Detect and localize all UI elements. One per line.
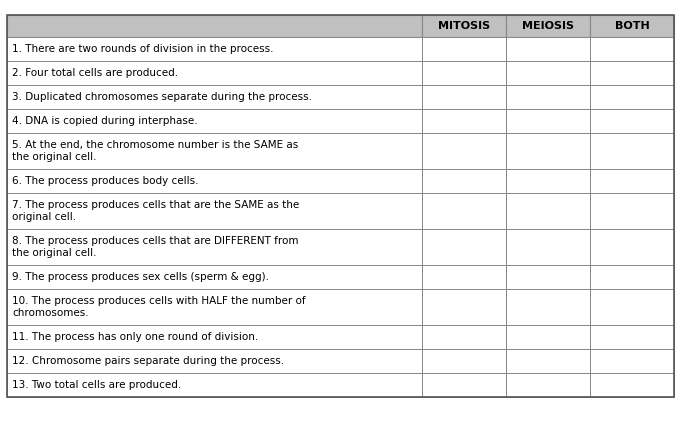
Bar <box>590 265 674 289</box>
Text: 1. There are two rounds of division in the process.: 1. There are two rounds of division in t… <box>12 44 274 54</box>
Bar <box>422 37 506 61</box>
Text: MEIOSIS: MEIOSIS <box>522 21 574 31</box>
Bar <box>7 349 422 373</box>
Bar <box>422 61 506 85</box>
Bar <box>590 37 674 61</box>
Text: 5. At the end, the chromosome number is the SAME as
the original cell.: 5. At the end, the chromosome number is … <box>12 140 298 162</box>
Bar <box>422 289 506 325</box>
Bar <box>506 109 590 133</box>
Bar <box>506 373 590 397</box>
Bar <box>590 229 674 265</box>
Bar <box>422 373 506 397</box>
Bar <box>422 325 506 349</box>
Bar <box>590 325 674 349</box>
Bar <box>7 109 422 133</box>
Text: 4. DNA is copied during interphase.: 4. DNA is copied during interphase. <box>12 116 197 126</box>
Bar <box>506 193 590 229</box>
Bar <box>506 61 590 85</box>
Text: 8. The process produces cells that are DIFFERENT from
the original cell.: 8. The process produces cells that are D… <box>12 236 298 258</box>
Bar <box>7 37 422 61</box>
Bar <box>7 15 674 397</box>
Text: 7. The process produces cells that are the SAME as the
original cell.: 7. The process produces cells that are t… <box>12 200 300 222</box>
Bar <box>506 85 590 109</box>
Bar <box>506 289 590 325</box>
Text: 3. Duplicated chromosomes separate during the process.: 3. Duplicated chromosomes separate durin… <box>12 92 312 102</box>
Bar <box>590 193 674 229</box>
Bar <box>590 15 674 37</box>
Bar <box>422 193 506 229</box>
Bar <box>590 61 674 85</box>
Text: 12. Chromosome pairs separate during the process.: 12. Chromosome pairs separate during the… <box>12 356 284 366</box>
Bar <box>590 133 674 169</box>
Bar <box>590 169 674 193</box>
Bar <box>506 325 590 349</box>
Bar <box>7 61 422 85</box>
Text: 2. Four total cells are produced.: 2. Four total cells are produced. <box>12 68 178 78</box>
Bar <box>506 133 590 169</box>
Text: 9. The process produces sex cells (sperm & egg).: 9. The process produces sex cells (sperm… <box>12 272 269 282</box>
Bar <box>7 373 422 397</box>
Bar <box>422 15 506 37</box>
Bar <box>7 265 422 289</box>
Text: 6. The process produces body cells.: 6. The process produces body cells. <box>12 176 199 186</box>
Bar <box>422 349 506 373</box>
Bar <box>506 169 590 193</box>
Bar <box>7 133 422 169</box>
Bar <box>590 109 674 133</box>
Bar <box>7 325 422 349</box>
Bar <box>7 229 422 265</box>
Bar <box>7 15 422 37</box>
Bar <box>7 193 422 229</box>
Bar <box>590 85 674 109</box>
Bar <box>506 15 590 37</box>
Bar <box>422 133 506 169</box>
Bar <box>506 349 590 373</box>
Bar <box>7 289 422 325</box>
Bar <box>422 169 506 193</box>
Bar <box>506 37 590 61</box>
Bar <box>422 265 506 289</box>
Bar <box>590 289 674 325</box>
Bar <box>506 265 590 289</box>
Text: 10. The process produces cells with HALF the number of
chromosomes.: 10. The process produces cells with HALF… <box>12 296 306 318</box>
Bar <box>590 349 674 373</box>
Text: 13. Two total cells are produced.: 13. Two total cells are produced. <box>12 380 181 390</box>
Text: MITOSIS: MITOSIS <box>438 21 490 31</box>
Bar <box>422 109 506 133</box>
Bar <box>7 169 422 193</box>
Bar <box>506 229 590 265</box>
Bar <box>422 229 506 265</box>
Bar <box>7 85 422 109</box>
Text: 11. The process has only one round of division.: 11. The process has only one round of di… <box>12 332 258 342</box>
Text: BOTH: BOTH <box>615 21 650 31</box>
Bar <box>590 373 674 397</box>
Bar <box>422 85 506 109</box>
